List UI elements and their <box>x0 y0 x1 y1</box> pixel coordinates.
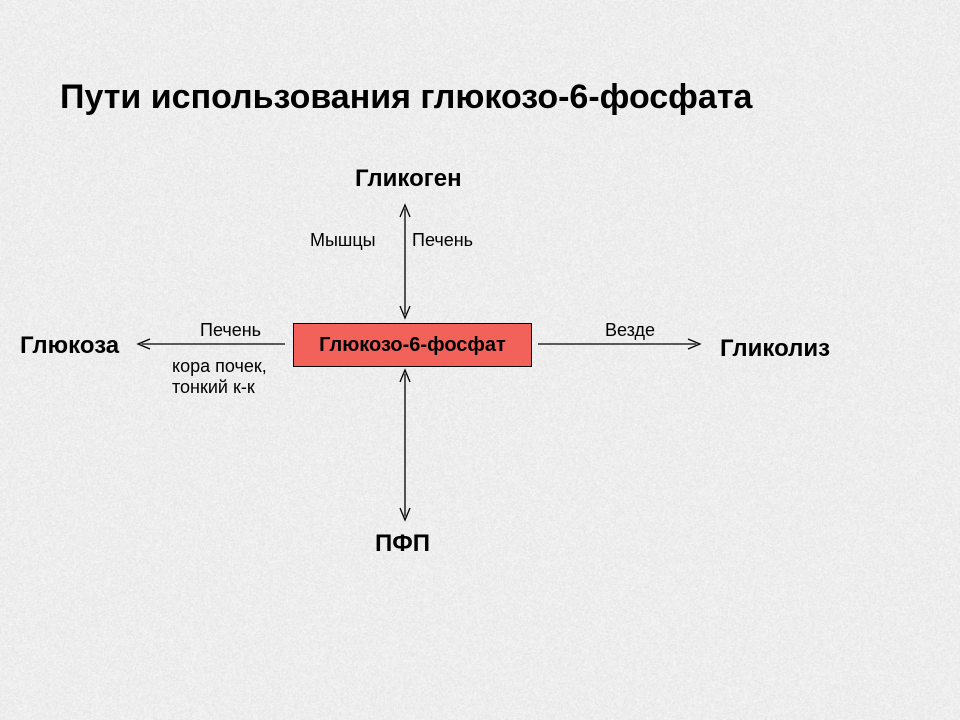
edge-label-liver-left: Печень <box>200 320 261 341</box>
node-glycolysis: Гликолиз <box>720 335 830 363</box>
center-node-label: Глюкозо-6-фосфат <box>319 334 506 357</box>
edge-label-liver-top: Печень <box>412 230 473 251</box>
center-node-glucose-6-phosphate: Глюкозо-6-фосфат <box>293 323 532 367</box>
node-glycogen: Гликоген <box>355 165 462 193</box>
edge-label-kidney-cortex: кора почек, тонкий к-к <box>172 356 267 398</box>
edge-label-muscles: Мышцы <box>310 230 376 251</box>
node-pfp: ПФП <box>375 530 430 558</box>
diagram-title: Пути использования глюкозо-6-фосфата <box>60 78 752 117</box>
edge-label-everywhere: Везде <box>605 320 655 341</box>
node-glucose: Глюкоза <box>20 332 119 360</box>
